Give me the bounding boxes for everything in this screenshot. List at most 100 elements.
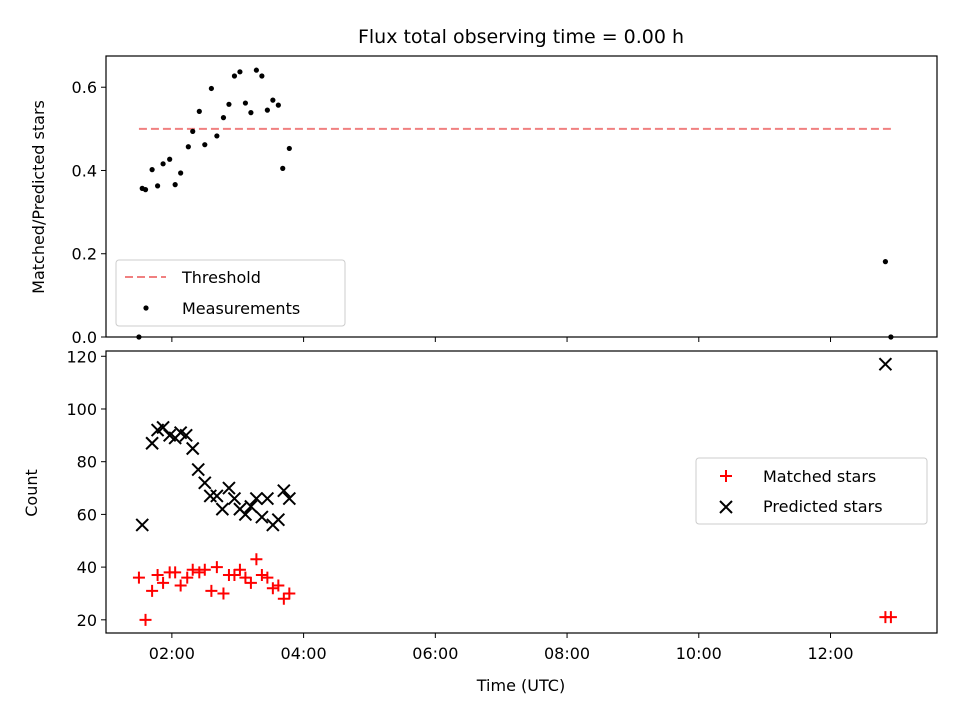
measurement-point <box>196 108 202 114</box>
matched-star-point <box>217 587 230 600</box>
legend-predicted-label: Predicted stars <box>763 497 883 516</box>
x-tick-label: 08:00 <box>544 644 590 663</box>
matched-star-point <box>277 592 290 605</box>
matched-star-point <box>244 576 257 589</box>
predicted-star-point <box>271 512 286 527</box>
count-legend: Matched stars Predicted stars <box>695 457 928 525</box>
matched-star-point <box>132 571 145 584</box>
predicted-star-point <box>179 428 193 443</box>
count-panel: 20 40 60 80 100 120 02:00 04:00 06:00 08:00 10:00 1… <box>22 347 938 695</box>
matched-star-point <box>266 582 279 595</box>
matched-star-point <box>261 571 274 584</box>
matched-star-point <box>250 553 263 566</box>
measurement-point <box>882 259 889 265</box>
ratio-y-tick-label: 0.4 <box>72 161 97 180</box>
count-y-axis-title: Count <box>22 469 41 517</box>
predicted-star-point <box>249 491 264 506</box>
count-y-tick-label: 60 <box>77 505 97 524</box>
x-tick-label: 12:00 <box>807 644 853 663</box>
measurement-point <box>142 187 149 193</box>
count-y-tick-label: 80 <box>77 453 97 472</box>
matched-star-point <box>239 571 252 584</box>
matched-star-point <box>255 569 268 582</box>
ratio-panel-frame <box>105 55 938 338</box>
matched-star-point <box>181 571 194 584</box>
count-plot-area <box>132 357 897 626</box>
matched-star-point <box>210 561 223 574</box>
predicted-star-point <box>145 436 159 450</box>
count-y-tick-label: 20 <box>77 611 97 630</box>
matched-star-point <box>169 566 182 579</box>
predicted-star-point <box>260 491 275 506</box>
ratio-y-tick-label: 0.6 <box>72 78 97 97</box>
ratio-y-tick-label: 0.0 <box>72 328 97 347</box>
measurement-point <box>253 67 259 73</box>
matched-star-point <box>193 566 206 579</box>
count-y-tick-label: 120 <box>66 347 97 366</box>
matched-star-point <box>174 579 187 592</box>
measurement-point <box>167 156 173 162</box>
measurement-point <box>220 115 227 121</box>
count-y-tick-label: 100 <box>66 400 97 419</box>
ratio-panel: 0.0 0.2 0.4 0.6 Matched/Predicted stars Thr… <box>29 55 938 347</box>
predicted-star-point <box>244 499 258 514</box>
matched-star-point <box>884 611 897 624</box>
predicted-star-point <box>878 357 893 371</box>
count-panel-frame <box>105 350 938 634</box>
ratio-y-tick-label: 0.2 <box>72 245 97 264</box>
measurement-point <box>160 161 166 167</box>
predicted-star-point <box>277 483 291 498</box>
matched-star-point <box>146 584 159 597</box>
measurement-point <box>286 145 292 152</box>
x-axis-title: Time (UTC) <box>476 676 565 695</box>
measurement-point <box>280 165 286 171</box>
legend-matched-swatch <box>720 470 732 482</box>
ratio-legend-box <box>115 259 346 327</box>
matched-star-point <box>228 569 241 582</box>
ratio-legend: Threshold Measurements <box>115 259 346 327</box>
predicted-star-point <box>198 476 212 490</box>
measurement-point <box>259 73 265 79</box>
measurement-point <box>190 128 196 134</box>
measurement-point <box>264 107 270 113</box>
measurement-point <box>202 142 208 148</box>
predicted-star-point <box>238 507 253 522</box>
legend-predicted-swatch <box>719 500 733 514</box>
predicted-star-point <box>135 518 149 532</box>
matched-star-point <box>157 576 170 589</box>
measurement-point <box>214 133 220 139</box>
measurement-point <box>178 170 184 176</box>
measurement-point <box>248 110 254 116</box>
legend-threshold-label: Threshold <box>181 268 261 287</box>
measurement-point <box>172 182 178 188</box>
matched-star-point <box>205 584 218 597</box>
measurement-point <box>149 167 155 173</box>
measurement-point <box>270 97 276 103</box>
matched-star-point <box>198 563 211 576</box>
matched-star-point <box>139 613 152 626</box>
predicted-star-point <box>186 441 200 456</box>
predicted-star-point <box>282 491 297 506</box>
count-y-tick-label: 40 <box>77 558 97 577</box>
measurement-point <box>231 73 238 79</box>
matched-star-point <box>272 579 285 592</box>
legend-measurements-label: Measurements <box>182 299 300 318</box>
count-legend-box <box>695 457 928 525</box>
predicted-star-point <box>215 502 230 516</box>
predicted-star-point <box>255 510 269 524</box>
predicted-star-point <box>227 491 242 506</box>
legend-measurements-swatch <box>143 305 149 311</box>
ratio-y-axis-title: Matched/Predicted stars <box>29 100 48 294</box>
measurement-point <box>185 144 191 150</box>
count-axis-ticks: 20 40 60 80 100 120 02:00 04:00 06:00 08:00 10:00 1… <box>66 347 853 663</box>
measurement-point <box>237 69 243 75</box>
matched-star-point <box>151 569 164 582</box>
ratio-plot-area <box>136 67 894 340</box>
matched-star-point <box>186 563 199 576</box>
predicted-star-point <box>191 462 205 477</box>
measurement-point <box>275 102 281 108</box>
legend-matched-label: Matched stars <box>763 467 876 486</box>
x-tick-label: 02:00 <box>149 644 195 663</box>
